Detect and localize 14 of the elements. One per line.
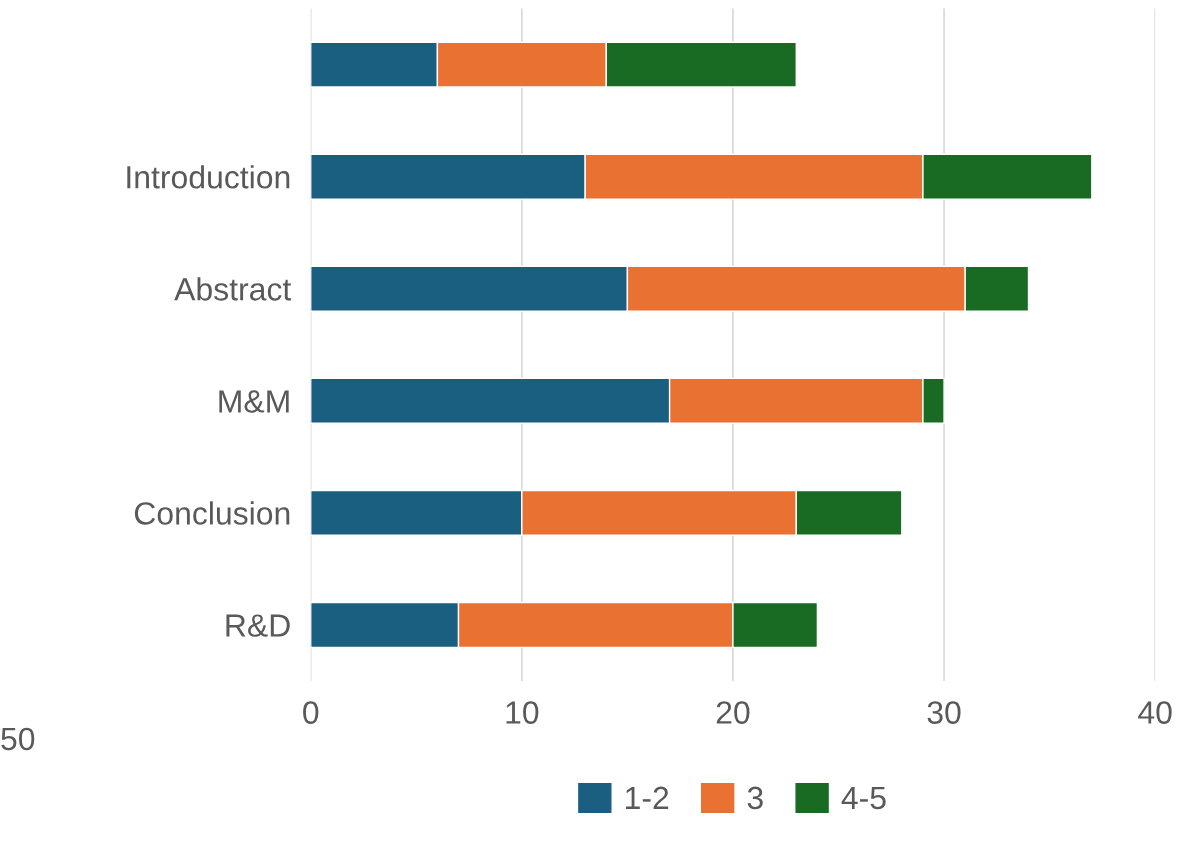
y-tick-label: R&D xyxy=(226,614,290,637)
x-tick-label: 10 xyxy=(506,701,539,724)
legend-label: 4-5 xyxy=(841,786,886,810)
y-tick-label: M&M xyxy=(219,390,289,413)
text: 50 xyxy=(1,727,35,751)
x-tick-label: 30 xyxy=(927,701,961,724)
x-tick-label: 40 xyxy=(1138,701,1172,724)
legend-label: 3 xyxy=(747,786,763,810)
y-tick-label: Abstract xyxy=(174,277,292,301)
x-tick-label: 20 xyxy=(716,701,750,724)
y-tick-label: Conclusion xyxy=(134,501,290,525)
y-tick-label: Introduction xyxy=(127,165,290,189)
x-tick-label: 0 xyxy=(303,701,319,724)
legend-label: 1-2 xyxy=(626,786,669,809)
